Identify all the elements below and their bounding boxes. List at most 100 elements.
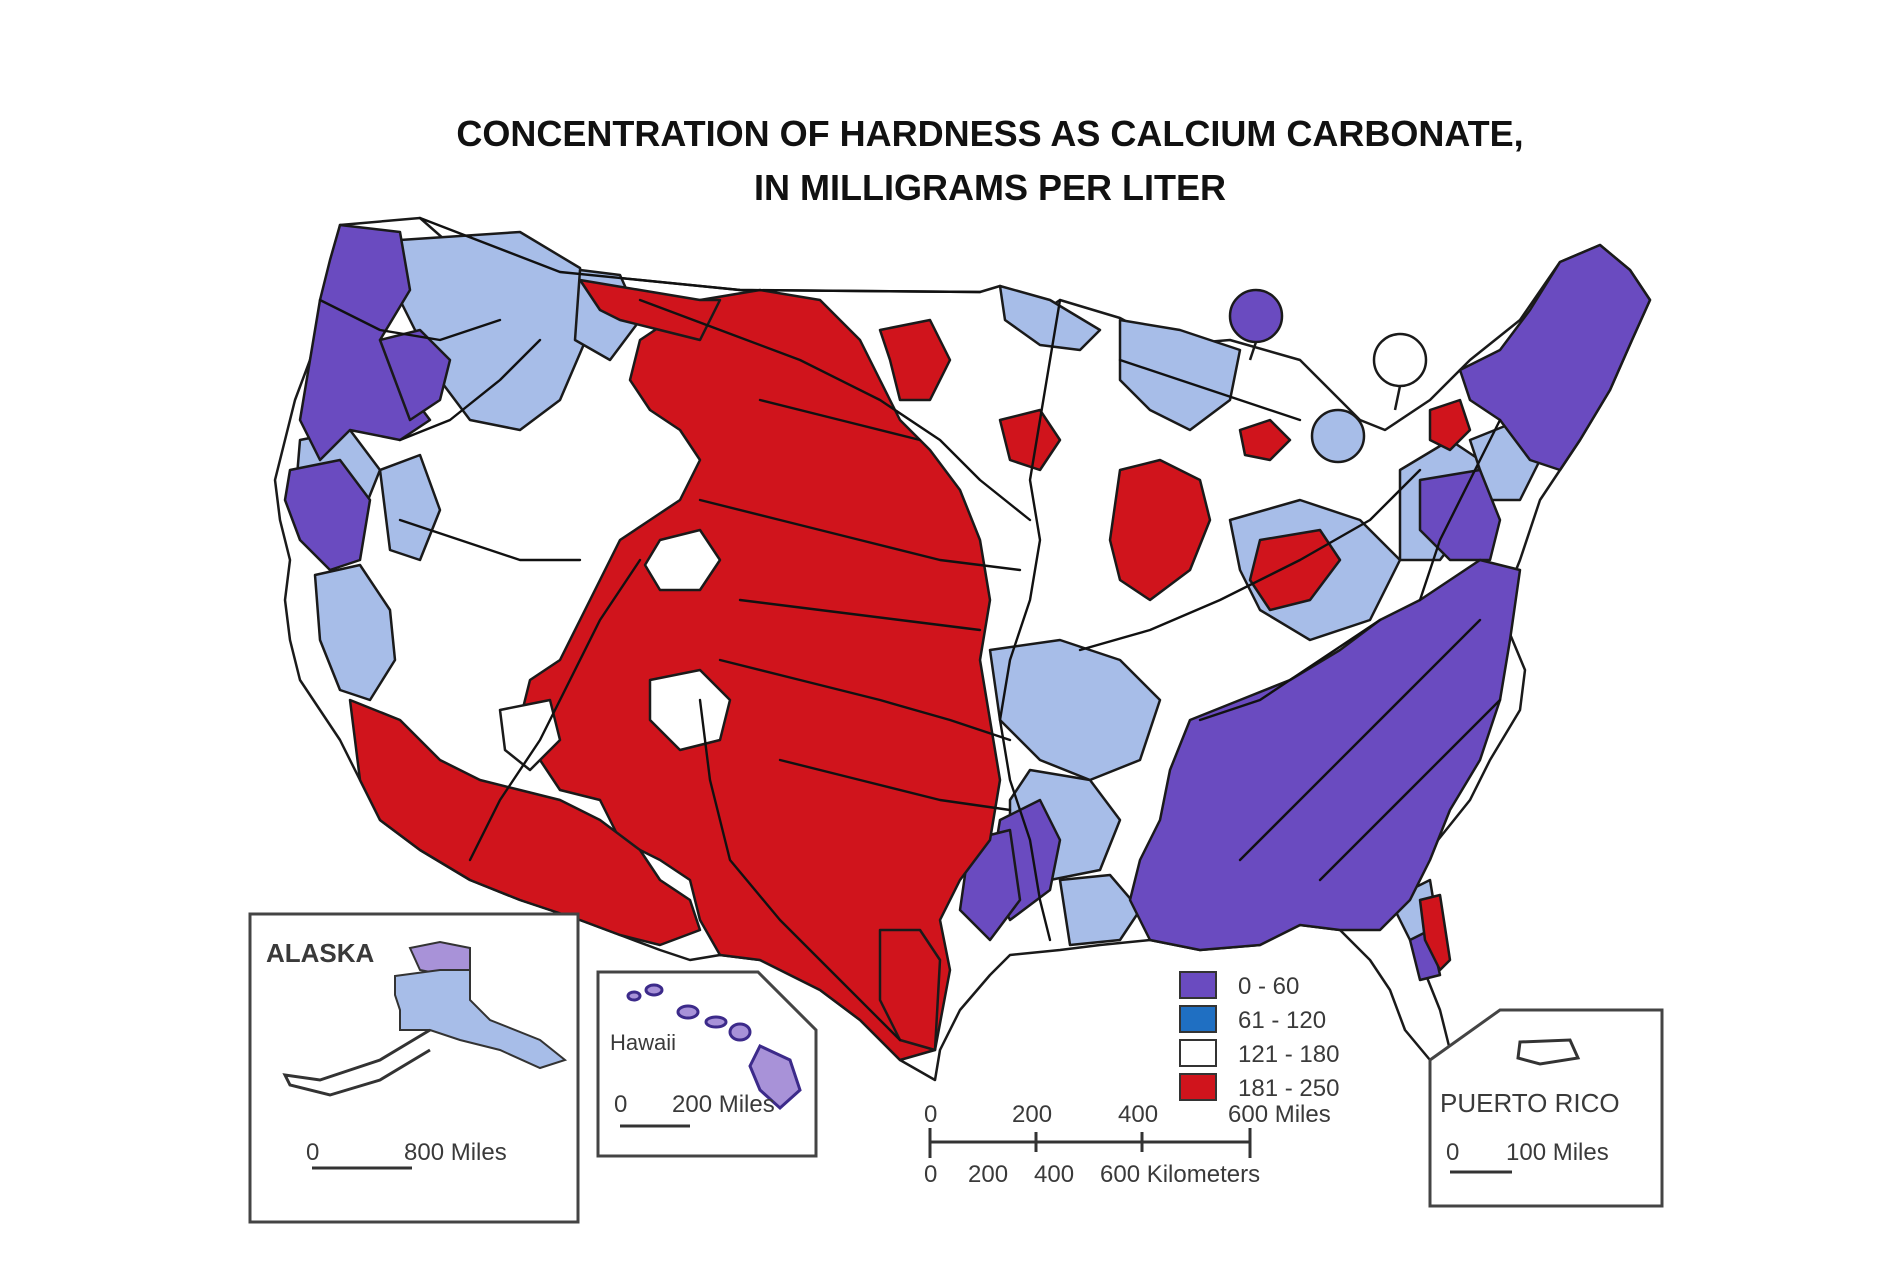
- great-lakes-line: [1118, 358, 1302, 422]
- red-regions-181-250: [348, 278, 1472, 1062]
- colorado-river: [468, 558, 642, 862]
- southeast-purple: [1128, 558, 1522, 952]
- puerto-rico-label: PUERTO RICO: [1440, 1088, 1620, 1118]
- wyoming-basin-white: [643, 528, 722, 592]
- scale-miles-400: 400: [1118, 1101, 1158, 1128]
- rio-grande-river: [698, 698, 902, 1042]
- legend-swatch-181-250: [1179, 1073, 1217, 1101]
- great-basin-line: [398, 518, 582, 562]
- missouri-river: [638, 298, 1032, 522]
- southeast-rivers-1: [1238, 618, 1482, 862]
- nevada-light-blue: [378, 453, 442, 562]
- alaska-mainland: [394, 969, 568, 1070]
- hawaii-islands: [626, 983, 802, 1111]
- kauai-island: [644, 983, 664, 997]
- legend-label-181-250: 181 - 250: [1238, 1075, 1339, 1102]
- legend-swatch-61-120: [1179, 1005, 1217, 1033]
- new-york-red: [1428, 398, 1472, 452]
- minnesota-light-blue: [998, 284, 1102, 352]
- hawaii-scale-label: 200 Miles: [672, 1091, 775, 1118]
- central-light-blue: [988, 638, 1162, 782]
- scale-km-200: 200: [968, 1161, 1008, 1188]
- snake-river: [398, 338, 542, 442]
- scale-miles-0: 0: [924, 1101, 937, 1128]
- scale-km-400: 400: [1034, 1161, 1074, 1188]
- hawaii-scale-zero: 0: [614, 1091, 627, 1118]
- pacific-northwest-purple: [298, 223, 432, 462]
- northern-border-line: [418, 216, 982, 294]
- great-lakes-light-blue: [1118, 318, 1242, 432]
- river-network: [318, 216, 1502, 1042]
- hawaii-frame: [596, 970, 818, 1158]
- scale-miles-200: 200: [1012, 1101, 1052, 1128]
- lake-erie-circle: [1310, 408, 1366, 464]
- wisconsin-red: [998, 408, 1062, 472]
- northern-california-light-blue: [313, 563, 397, 702]
- contiguous-us-map: [273, 216, 1652, 1082]
- sierra-purple: [283, 458, 372, 572]
- molokai-island: [704, 1015, 728, 1029]
- northeast-purple: [1458, 243, 1652, 472]
- lake-superior-circle: [1228, 288, 1284, 344]
- puerto-rico-frame: [1428, 1008, 1664, 1208]
- tennessee-river: [1198, 618, 1382, 722]
- niihau-island: [626, 990, 642, 1002]
- alaska-label: ALASKA: [266, 938, 375, 968]
- northwest-light-blue: [398, 230, 592, 432]
- legend: 0 - 60 61 - 120 121 - 180 181 - 250: [1179, 971, 1339, 1102]
- florida-red: [1418, 893, 1452, 972]
- maui-island: [728, 1022, 752, 1042]
- alaska-scale-label: 800 Miles: [404, 1139, 507, 1166]
- puerto-rico-island: [1516, 1038, 1581, 1066]
- purple-regions-0-60: [283, 223, 1652, 982]
- alaska-inset: ALASKA 0 800 Miles: [248, 912, 580, 1224]
- arizona-white: [498, 698, 562, 772]
- legend-label-61-120: 61 - 120: [1238, 1007, 1326, 1034]
- white-islands: [498, 528, 732, 772]
- southwest-desert-red: [348, 698, 702, 947]
- hawaii-inset: Hawaii 0 200 Miles: [596, 970, 818, 1158]
- oahu-island: [676, 1004, 700, 1020]
- columbia-river: [318, 298, 502, 342]
- louisiana-light-blue: [1058, 873, 1142, 947]
- idaho-purple: [378, 328, 452, 422]
- great-lakes-markers: [1228, 288, 1428, 464]
- southeast-rivers-2: [1318, 698, 1502, 882]
- arkansas-river: [718, 658, 1012, 742]
- appalachian-line: [1418, 418, 1502, 602]
- aleutian-chain: [282, 1028, 431, 1097]
- lake-superior-pointer: [1248, 341, 1258, 361]
- map-title-line-1: CONCENTRATION OF HARDNESS AS CALCIUM CAR…: [456, 113, 1523, 154]
- great-plains-grid-1: [758, 398, 922, 442]
- ohio-river: [1078, 468, 1422, 652]
- puerto-rico-inset: PUERTO RICO 0 100 Miles: [1428, 1008, 1664, 1208]
- alaska-scale-zero: 0: [306, 1139, 319, 1166]
- scale-km-600: 600 Kilometers: [1100, 1161, 1260, 1188]
- big-island: [748, 1044, 802, 1111]
- legend-label-121-180: 121 - 180: [1238, 1041, 1339, 1068]
- montana-red: [578, 278, 722, 342]
- high-plains-red: [518, 288, 1002, 1062]
- lake-ontario-circle: [1372, 332, 1428, 388]
- legend-swatch-121-180: [1179, 1039, 1217, 1067]
- main-scale-bar: 0 200 400 600 Miles 0 200 400 600 Kilome…: [924, 1101, 1331, 1188]
- colorado-white: [648, 668, 732, 752]
- legend-label-0-60: 0 - 60: [1238, 973, 1299, 1000]
- iowa-red: [1108, 458, 1212, 602]
- north-dakota-red: [878, 318, 952, 402]
- puerto-rico-scale-label: 100 Miles: [1506, 1139, 1609, 1166]
- hawaii-label: Hawaii: [610, 1030, 676, 1055]
- map-title-line-2: IN MILLIGRAMS PER LITER: [754, 167, 1226, 208]
- mississippi-river: [998, 298, 1062, 942]
- michigan-red: [1238, 418, 1292, 462]
- alaska-frame: [248, 912, 580, 1224]
- red-river: [778, 758, 1012, 812]
- puerto-rico-scale-zero: 0: [1446, 1139, 1459, 1166]
- scale-km-0: 0: [924, 1161, 937, 1188]
- platte-river: [698, 498, 1022, 572]
- scale-miles-600: 600 Miles: [1228, 1101, 1331, 1128]
- great-plains-grid-2: [738, 598, 982, 632]
- legend-swatch-0-60: [1179, 971, 1217, 999]
